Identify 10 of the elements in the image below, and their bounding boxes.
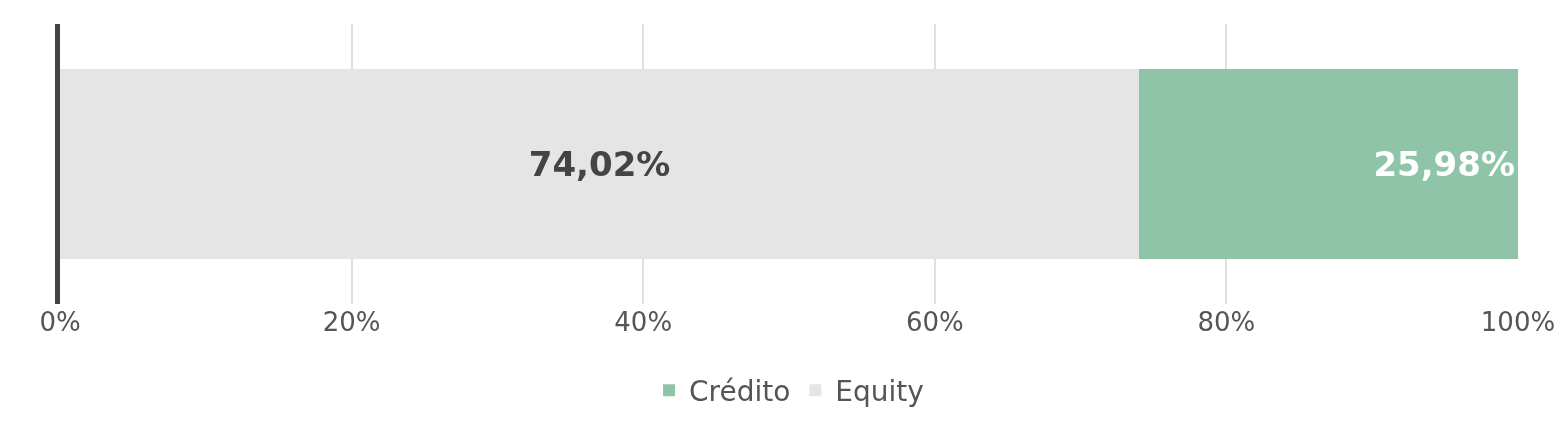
data-label: 25,98% xyxy=(1373,144,1515,184)
x-tick-label: 40% xyxy=(614,307,673,337)
x-tick-label: 80% xyxy=(1197,307,1256,337)
legend-label: Crédito xyxy=(689,375,791,409)
x-tick-label: 20% xyxy=(322,307,381,337)
x-tick-label: 100% xyxy=(1480,307,1556,337)
x-tick-label: 0% xyxy=(39,307,81,337)
data-label: 74,02% xyxy=(528,144,671,184)
legend-label: Equity xyxy=(835,375,924,409)
x-tick-label: 60% xyxy=(905,307,964,337)
